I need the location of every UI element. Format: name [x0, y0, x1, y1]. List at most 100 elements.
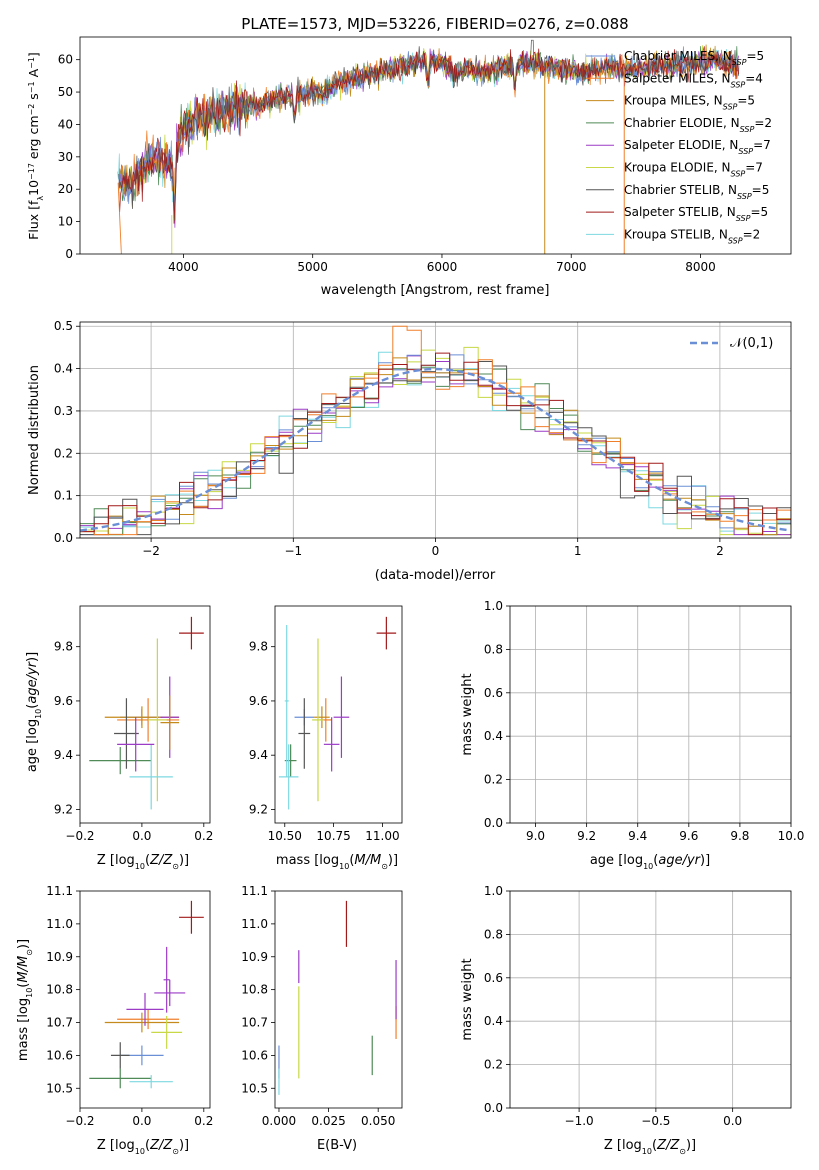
tick-label-y: 9.8	[249, 640, 268, 654]
axis-label-y: mass weight	[460, 958, 475, 1040]
panel-age_vs_mass: 10.50 10.75 11.00 9.2 9.4 9.6 9.8 mass [log10(M…	[249, 605, 403, 871]
axes-frame	[509, 605, 792, 824]
legend-entry-part: SSP	[731, 80, 746, 89]
axis-label-y-part: −1	[27, 81, 36, 93]
legend-entry: Salpeter MILES, NSSP=4	[624, 71, 763, 89]
axis-label-x-part: Z/Z	[656, 1138, 680, 1153]
data-point-marker	[710, 758, 718, 766]
tick-label-x: 4000	[168, 260, 199, 274]
panel-residuals: −2 −1 0 1 2 0.0 0.1 0.2 0.3 0.4 0.5 (data-model)/er…	[27, 319, 792, 583]
tick-label-y: 9.6	[249, 694, 268, 708]
tick-label-x: 1	[574, 544, 582, 558]
data-point-marker	[774, 799, 782, 807]
tick-label-x: 9.6	[679, 829, 698, 843]
panel-mass_vs_Z: −0.2 0.0 0.2 10.5 10.6 10.7 10.8 10.9 11.0 11.1 Z …	[16, 884, 213, 1156]
weight-series-line	[579, 693, 732, 815]
data-point-marker	[683, 1084, 691, 1092]
tick-label-y: 9.4	[54, 748, 73, 762]
axis-label-x-part: Z/Z	[149, 853, 173, 868]
tick-label-x: 9.0	[526, 829, 545, 843]
tick-label-x: 0.0	[132, 829, 151, 843]
data-point-marker	[654, 728, 662, 736]
legend-entry-part: SSP	[736, 214, 751, 223]
tick-label-y: 10.9	[241, 950, 268, 964]
data-point-marker	[775, 1041, 783, 1049]
data-point-marker	[683, 1067, 691, 1075]
legend-entry-part: =2	[743, 227, 761, 241]
axis-label-x-part: 10	[135, 862, 145, 871]
data-point-marker	[683, 1093, 691, 1101]
tick-label-y: 10.5	[241, 1081, 268, 1095]
weight-series-line	[579, 758, 778, 804]
tick-label-y: 0.4	[484, 729, 503, 743]
axis-label-x-part: ⊙	[172, 862, 179, 871]
axis-label-x: Z [log10(Z/Z⊙)]	[97, 1138, 189, 1156]
axis-label-x: (data-model)/error	[375, 568, 496, 583]
normal-reference-curve	[80, 367, 791, 532]
data-point-marker	[775, 1054, 783, 1062]
tick-label-y: 0.0	[484, 1101, 503, 1115]
legend-entry-part: Kroupa MILES, N	[624, 94, 723, 108]
data-point-marker	[608, 797, 616, 805]
axis-label-x-part: Z [log	[97, 1138, 135, 1153]
data-point-marker	[749, 756, 757, 764]
data-point-marker	[654, 791, 662, 799]
axis-label-x: wavelength [Angstrom, rest frame]	[321, 283, 550, 298]
panel-mass_vs_ebv: 0.000 0.025 0.050 10.5 10.6 10.7 10.8 10.9 11.0 1…	[241, 884, 403, 1153]
tick-label-y: 11.0	[46, 917, 73, 931]
tick-label-y: 0.2	[484, 773, 503, 787]
axis-label-x-part: 10	[643, 862, 653, 871]
data-point-marker	[608, 773, 616, 781]
axis-label-y-part: ⊙	[25, 949, 34, 956]
weight-series-line	[536, 708, 779, 810]
tick-label-y: 10.5	[46, 1081, 73, 1095]
data-point-marker	[529, 1065, 537, 1073]
legend-entry: Chabrier ELODIE, NSSP=2	[624, 116, 772, 133]
tick-label-y: 1.0	[484, 884, 503, 898]
tick-label-y: 9.8	[54, 640, 73, 654]
data-point-marker	[683, 1071, 691, 1079]
legend-entry-part: SSP	[732, 58, 747, 67]
data-point-marker	[710, 754, 718, 762]
tick-label-y: 0.6	[484, 686, 503, 700]
legend-entry: Salpeter STELIB, NSSP=5	[624, 205, 768, 223]
axis-label-y-part: age/yr	[25, 660, 40, 703]
data-point-marker	[775, 1045, 783, 1053]
tick-label-y: 9.6	[54, 694, 73, 708]
axis-label-y: Flux [fλ10−17 erg cm−2 s−1 A−1]	[26, 52, 45, 240]
axis-label-y-part: −2	[27, 104, 36, 116]
legend-entry: Salpeter ELODIE, NSSP=7	[624, 138, 771, 156]
legend-entry-part: Salpeter ELODIE, N	[624, 138, 738, 152]
tick-label-x: 11.00	[365, 829, 399, 843]
tick-label-y: 0.2	[484, 1058, 503, 1072]
axis-label-y-part: )]	[16, 939, 31, 949]
legend-entry: Kroupa ELODIE, NSSP=7	[624, 161, 763, 179]
tick-label-x: 8000	[685, 260, 716, 274]
tick-label-x: 10.50	[268, 829, 302, 843]
axis-label-x: E(B-V)	[317, 1138, 357, 1153]
tick-label-y: 10.7	[46, 1016, 73, 1030]
data-point-marker	[683, 1071, 691, 1079]
tick-label-x: 0	[432, 544, 440, 558]
axis-label-x-part: ⊙	[679, 1147, 686, 1156]
spectrum-line	[118, 46, 739, 224]
spectrum-line	[118, 39, 739, 218]
plot-area-mass_vs_Z	[89, 900, 204, 1089]
weight-series-line	[536, 762, 715, 808]
panel-spectrum: 4000 5000 6000 7000 8000 0 10 20 30 40 50 60 wavelen…	[26, 36, 792, 298]
panel-weight_vs_Z: −1.0 −0.5 0.0 0.0 0.2 0.4 0.6 0.8 1.0 mass weight…	[460, 884, 792, 1156]
tick-label-x: 0.0	[132, 1114, 151, 1128]
data-point-marker	[775, 1013, 783, 1021]
legend-entry-part: SSP	[731, 169, 746, 178]
data-point-marker	[654, 799, 662, 807]
tick-label-y: 10.8	[241, 983, 268, 997]
data-point-marker	[654, 793, 662, 801]
axis-label-y-part: (	[25, 704, 40, 709]
legend-entry: Kroupa STELIB, NSSP=2	[624, 227, 760, 245]
axis-label-y: mass [log10(M/M⊙)]	[16, 939, 34, 1061]
axis-label-x-part: age [log	[590, 853, 643, 868]
data-point-marker	[728, 780, 736, 788]
data-point-marker	[608, 806, 616, 814]
axes-frame	[79, 36, 792, 255]
axis-label-x-part: Z/Z	[149, 1138, 173, 1153]
